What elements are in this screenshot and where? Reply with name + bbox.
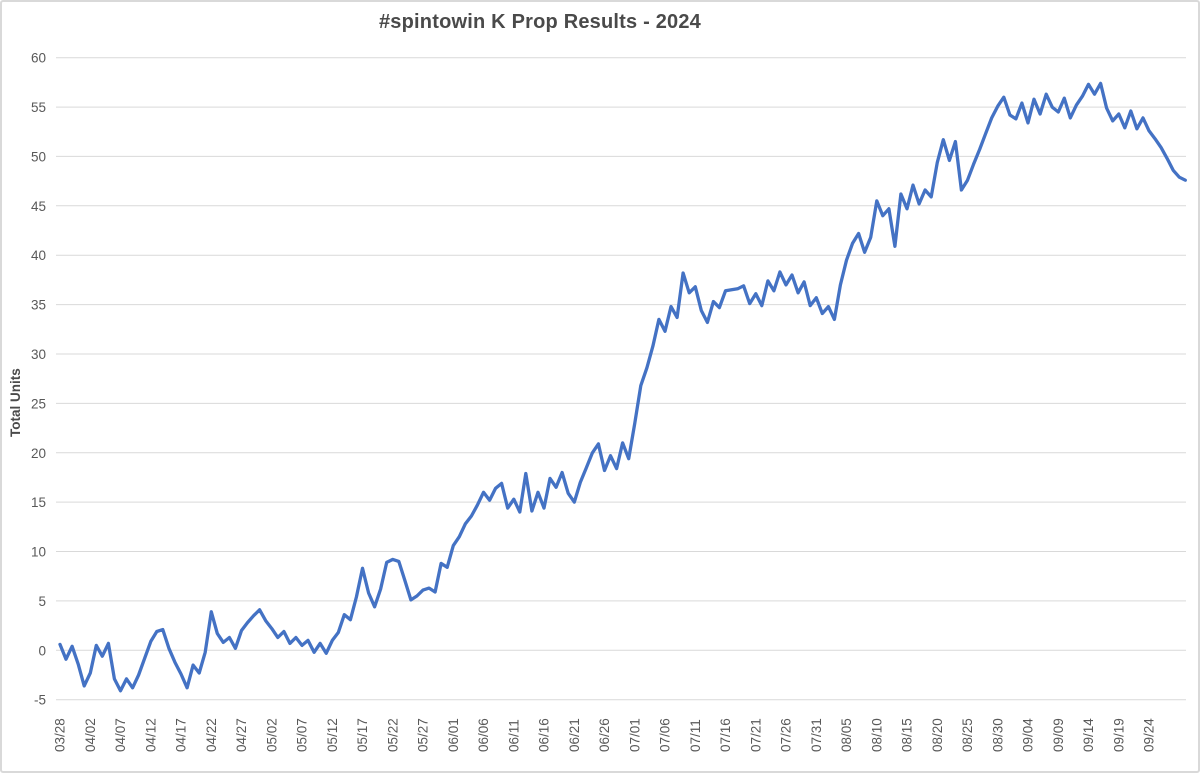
- y-axis-tick-labels: -5 0 5 10 15 20 25 30 35 40 45 50 55 60: [31, 51, 46, 708]
- y-tick-label: 10: [31, 545, 46, 560]
- x-tick-label: 09/09: [1051, 718, 1066, 752]
- x-tick-label: 05/07: [295, 718, 310, 752]
- x-tick-label: 04/17: [174, 718, 189, 752]
- y-tick-label: 35: [31, 298, 46, 313]
- x-axis-tick-labels: 03/28 04/02 04/07 04/12 04/17 04/22 04/27 05/02…: [53, 718, 1157, 752]
- y-tick-label: 40: [31, 248, 46, 263]
- x-tick-label: 07/16: [718, 718, 733, 752]
- y-tick-label: 30: [31, 347, 46, 362]
- x-tick-label: 03/28: [53, 718, 68, 752]
- x-tick-label: 06/26: [597, 718, 612, 752]
- x-tick-label: 08/05: [839, 718, 854, 752]
- y-tick-label: 5: [38, 594, 46, 609]
- x-tick-label: 09/19: [1111, 718, 1126, 752]
- x-tick-label: 07/06: [658, 718, 673, 752]
- x-tick-label: 04/22: [204, 718, 219, 752]
- x-tick-label: 06/01: [446, 718, 461, 752]
- x-tick-label: 08/10: [869, 718, 884, 752]
- y-tick-label: 55: [31, 100, 46, 115]
- chart-title: #spintowin K Prop Results - 2024: [378, 11, 702, 33]
- y-tick-label: 50: [31, 149, 46, 164]
- y-tick-label: 60: [31, 51, 46, 66]
- x-tick-label: 06/11: [506, 719, 521, 752]
- x-tick-label: 08/25: [960, 718, 975, 752]
- x-tick-label: 06/06: [476, 718, 491, 752]
- x-tick-label: 09/24: [1142, 718, 1157, 752]
- gridlines: [56, 57, 1186, 701]
- y-tick-label: 45: [31, 199, 46, 214]
- series-line-total-units: [58, 81, 1187, 693]
- x-tick-label: 04/07: [113, 718, 128, 752]
- x-tick-label: 04/27: [234, 718, 249, 752]
- y-tick-label: -5: [34, 693, 46, 708]
- x-tick-label: 04/02: [83, 718, 98, 752]
- y-tick-label: 25: [31, 396, 46, 411]
- x-tick-label: 08/30: [990, 718, 1005, 752]
- x-tick-label: 09/04: [1021, 718, 1036, 752]
- x-tick-label: 06/21: [567, 718, 582, 752]
- x-tick-label: 08/20: [930, 718, 945, 752]
- x-tick-label: 05/12: [325, 718, 340, 752]
- x-tick-label: 07/21: [748, 718, 763, 752]
- x-tick-label: 05/27: [416, 718, 431, 752]
- y-tick-label: 20: [31, 446, 46, 461]
- x-tick-label: 07/31: [809, 718, 824, 752]
- x-tick-label: 08/15: [900, 718, 915, 752]
- x-tick-label: 09/14: [1081, 718, 1096, 752]
- x-tick-label: 05/02: [264, 718, 279, 752]
- x-tick-label: 07/01: [627, 718, 642, 752]
- x-tick-label: 04/12: [143, 718, 158, 752]
- x-tick-label: 06/16: [537, 718, 552, 752]
- y-tick-label: 0: [38, 643, 46, 658]
- x-tick-label: 05/22: [385, 718, 400, 752]
- x-tick-label: 07/26: [779, 718, 794, 752]
- x-tick-label: 07/11: [688, 719, 703, 752]
- y-tick-label: 15: [31, 495, 46, 510]
- x-tick-label: 05/17: [355, 718, 370, 752]
